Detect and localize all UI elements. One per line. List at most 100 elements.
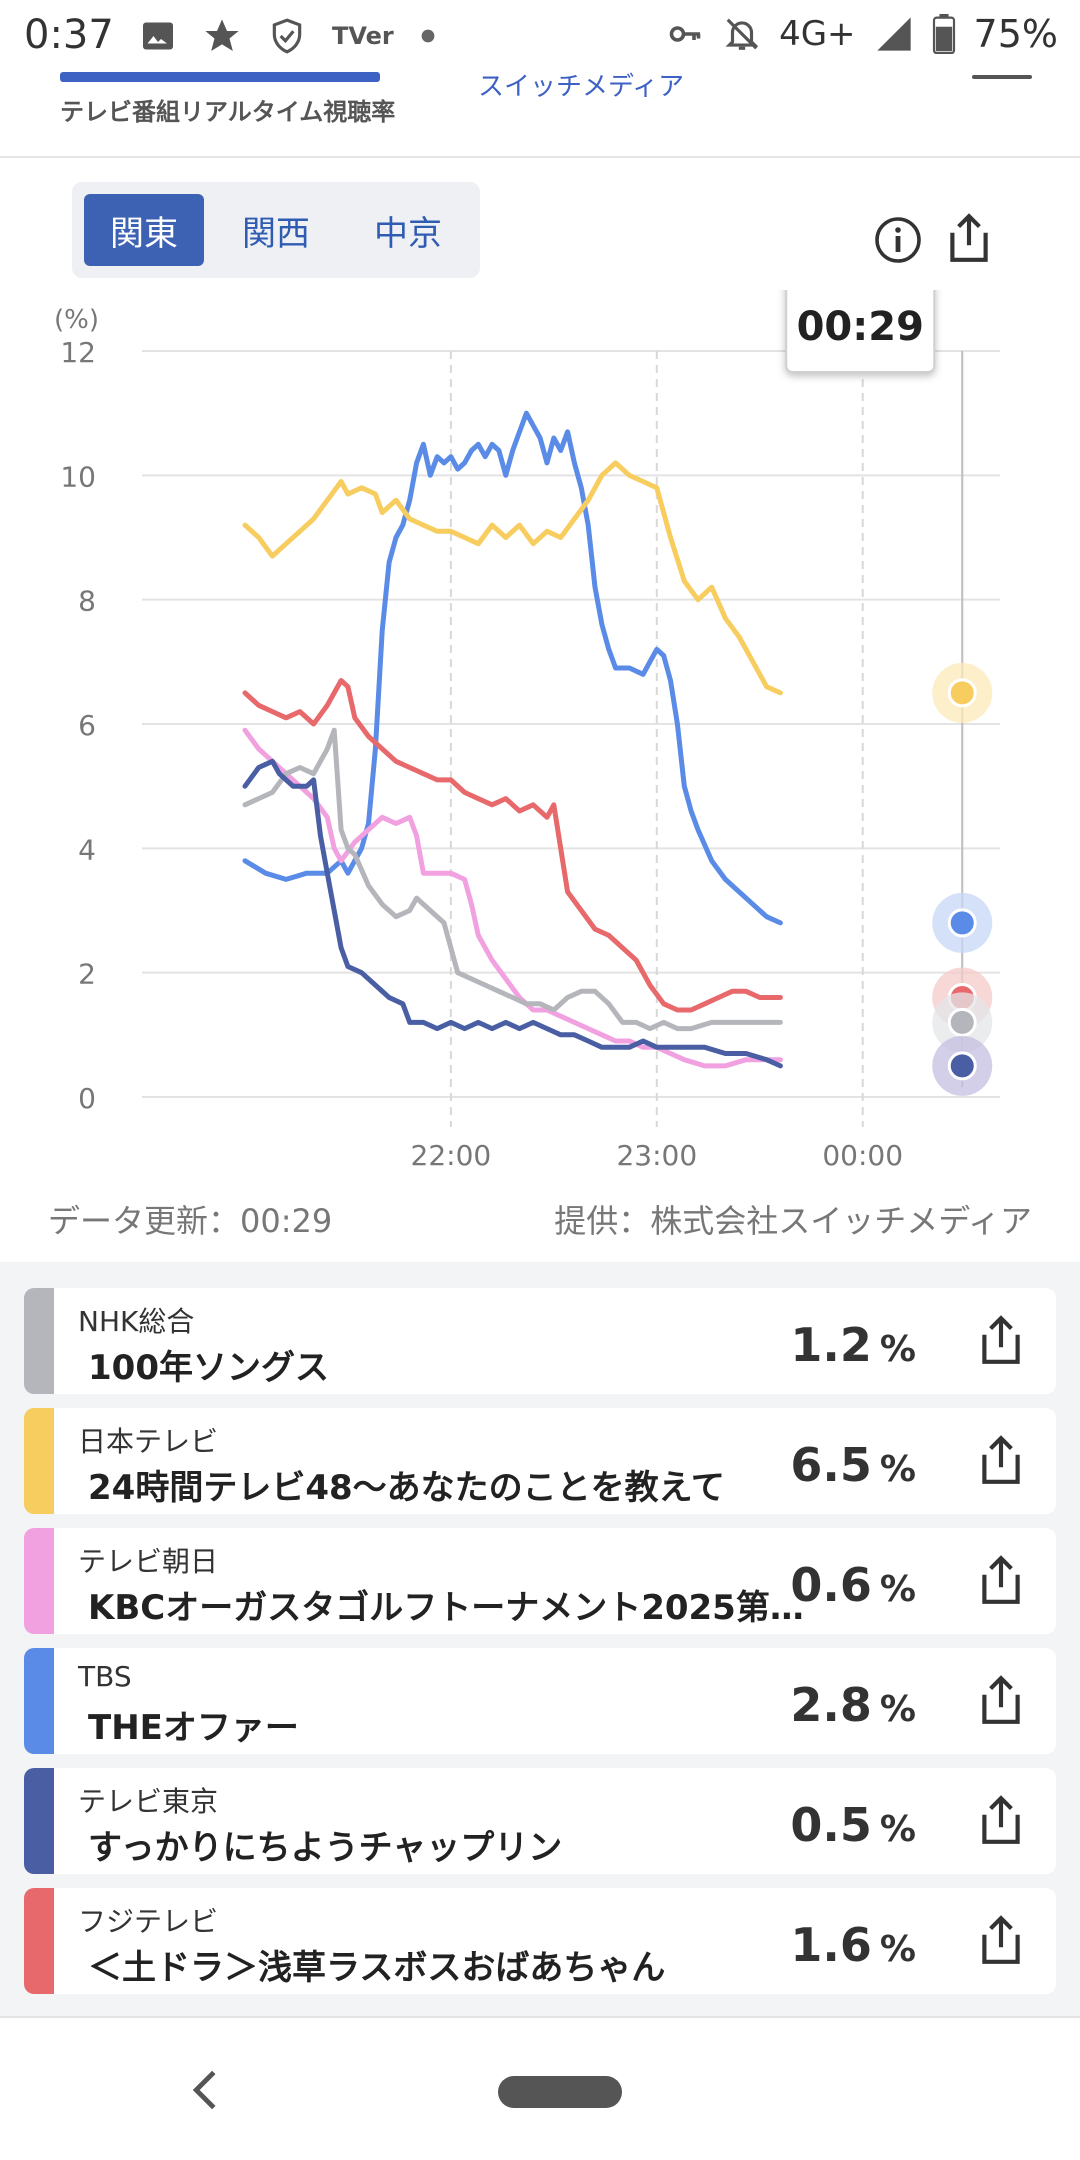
logo-subtitle: テレビ番組リアルタイム視聴率 <box>60 98 396 126</box>
end-dot-ntv <box>947 678 977 708</box>
program-title: 24時間テレビ48〜あなたのことを教えて <box>88 1468 725 1508</box>
y-tick-label: 0 <box>78 1082 96 1115</box>
rating-value: 2.8% <box>790 1678 916 1732</box>
data-provider: 提供：株式会社スイッチメディア <box>554 1202 1032 1240</box>
status-bar: 0:37 TVer 4G+ 75% <box>0 0 1080 72</box>
program-card-ntv[interactable]: 日本テレビ 24時間テレビ48〜あなたのことを教えて 6.5% <box>24 1408 1056 1514</box>
channel-color-stripe <box>24 1648 54 1754</box>
bell-off-icon <box>725 18 759 50</box>
program-title: ＜土ドラ＞浅草ラスボスおばあちゃん <box>88 1948 666 1988</box>
rating-unit: % <box>879 1569 916 1610</box>
app-logo-icon <box>60 72 380 82</box>
rating-unit: % <box>879 1929 916 1970</box>
station-name: 日本テレビ <box>78 1425 219 1458</box>
x-tick-label: 22:00 <box>411 1139 492 1172</box>
tab-kansai[interactable]: 関西 <box>242 213 310 254</box>
end-dot-nhk <box>947 1007 977 1037</box>
battery-icon <box>932 14 955 54</box>
rating-unit: % <box>879 1689 916 1730</box>
status-time: 0:37 <box>24 12 114 58</box>
channel-color-stripe <box>24 1528 54 1634</box>
y-axis-label: (%) <box>54 305 99 335</box>
data-updated: データ更新：00:29 <box>48 1202 333 1240</box>
tab-chukyo[interactable]: 中京 <box>374 213 442 254</box>
tab-kanto[interactable]: 関東 <box>84 194 204 266</box>
station-name: フジテレビ <box>78 1905 219 1938</box>
x-tick-label: 23:00 <box>616 1139 697 1172</box>
program-card-tbs[interactable]: TBS THEオファー 2.8% <box>24 1648 1056 1754</box>
tver-icon: TVer <box>332 22 394 50</box>
rating-unit: % <box>879 1449 916 1490</box>
system-nav-bar <box>0 2016 1080 2160</box>
rating-value: 1.6% <box>790 1918 916 1972</box>
menu-icon[interactable] <box>972 75 1032 79</box>
rating-value: 0.6% <box>790 1558 916 1612</box>
program-card-asahi[interactable]: テレビ朝日 KBCオーガスタゴルフトーナメント2025第… 0.6% <box>24 1528 1056 1634</box>
program-card-fuji[interactable]: フジテレビ ＜土ドラ＞浅草ラスボスおばあちゃん 1.6% <box>24 1888 1056 1994</box>
station-name: テレビ朝日 <box>78 1545 219 1578</box>
y-tick-label: 6 <box>78 709 96 742</box>
rating-unit: % <box>879 1329 916 1370</box>
channel-color-stripe <box>24 1888 54 1994</box>
rating-unit: % <box>879 1809 916 1850</box>
y-tick-label: 4 <box>78 833 96 866</box>
time-tooltip: 00:29 <box>785 290 936 373</box>
program-title: 100年ソングス <box>88 1348 329 1388</box>
series-line-ntv <box>242 460 783 696</box>
y-tick-label: 12 <box>60 336 96 369</box>
app-header: テレビ番組リアルタイム視聴率 スイッチメディア <box>0 72 1080 158</box>
home-pill[interactable] <box>498 2076 622 2108</box>
end-dot-tbs <box>947 908 977 938</box>
program-list: NHK総合 100年ソングス 1.2% 日本テレビ 24時間テレビ48〜あなたの… <box>0 1262 1080 2016</box>
program-card-nhk[interactable]: NHK総合 100年ソングス 1.2% <box>24 1288 1056 1394</box>
system-icons: 4G+ 75% <box>665 12 1058 56</box>
rating-number: 1.2 <box>790 1318 872 1372</box>
tooltip-time: 00:29 <box>797 304 924 350</box>
program-title: すっかりにちようチャップリン <box>88 1828 563 1868</box>
program-card-tx[interactable]: テレビ東京 すっかりにちようチャップリン 0.5% <box>24 1768 1056 1874</box>
signal-icon <box>876 17 911 51</box>
ratings-chart: 0 2 4 6 8 10 12(%) 22:00 23:00 00:00 00:29 <box>54 290 1000 1172</box>
station-name: NHK総合 <box>78 1305 195 1338</box>
rating-number: 2.8 <box>790 1678 872 1732</box>
program-title: THEオファー <box>88 1708 299 1748</box>
rating-number: 6.5 <box>790 1438 872 1492</box>
notification-icons: TVer <box>140 14 436 58</box>
share-icon[interactable] <box>976 1674 1026 1728</box>
shield-icon <box>272 18 302 54</box>
share-icon[interactable] <box>976 1554 1026 1608</box>
y-tick-label: 10 <box>60 460 96 493</box>
rating-number: 0.6 <box>790 1558 872 1612</box>
share-icon[interactable] <box>976 1794 1026 1848</box>
series-line-tbs <box>242 410 783 926</box>
series-line-fuji <box>242 678 783 1013</box>
share-icon[interactable] <box>944 212 994 266</box>
series-line-nhk <box>242 727 783 1032</box>
y-tick-label: 8 <box>78 585 96 618</box>
share-icon[interactable] <box>976 1914 1026 1968</box>
channel-color-stripe <box>24 1768 54 1874</box>
region-tabs: 関東 関西 中京 <box>72 182 480 278</box>
y-tick-label: 2 <box>78 958 96 991</box>
back-icon[interactable] <box>190 2068 220 2112</box>
star-icon <box>205 19 239 51</box>
battery-percent: 75% <box>973 12 1058 56</box>
share-icon[interactable] <box>976 1314 1026 1368</box>
program-title: KBCオーガスタゴルフトーナメント2025第… <box>88 1588 804 1628</box>
station-name: TBS <box>78 1660 132 1693</box>
info-icon[interactable] <box>874 216 922 264</box>
dot-icon <box>421 29 435 43</box>
key-icon <box>669 26 701 42</box>
rating-value: 1.2% <box>790 1318 916 1372</box>
rating-value: 0.5% <box>790 1798 916 1852</box>
channel-color-stripe <box>24 1288 54 1394</box>
tooltip-box <box>785 290 936 373</box>
network-type: 4G+ <box>779 14 856 54</box>
partner-logo: スイッチメディア <box>478 72 685 102</box>
rating-number: 0.5 <box>790 1798 872 1852</box>
end-dot-tx <box>947 1051 977 1081</box>
rating-number: 1.6 <box>790 1918 872 1972</box>
x-tick-label: 00:00 <box>822 1139 903 1172</box>
share-icon[interactable] <box>976 1434 1026 1488</box>
series-line-asahi <box>242 727 783 1069</box>
